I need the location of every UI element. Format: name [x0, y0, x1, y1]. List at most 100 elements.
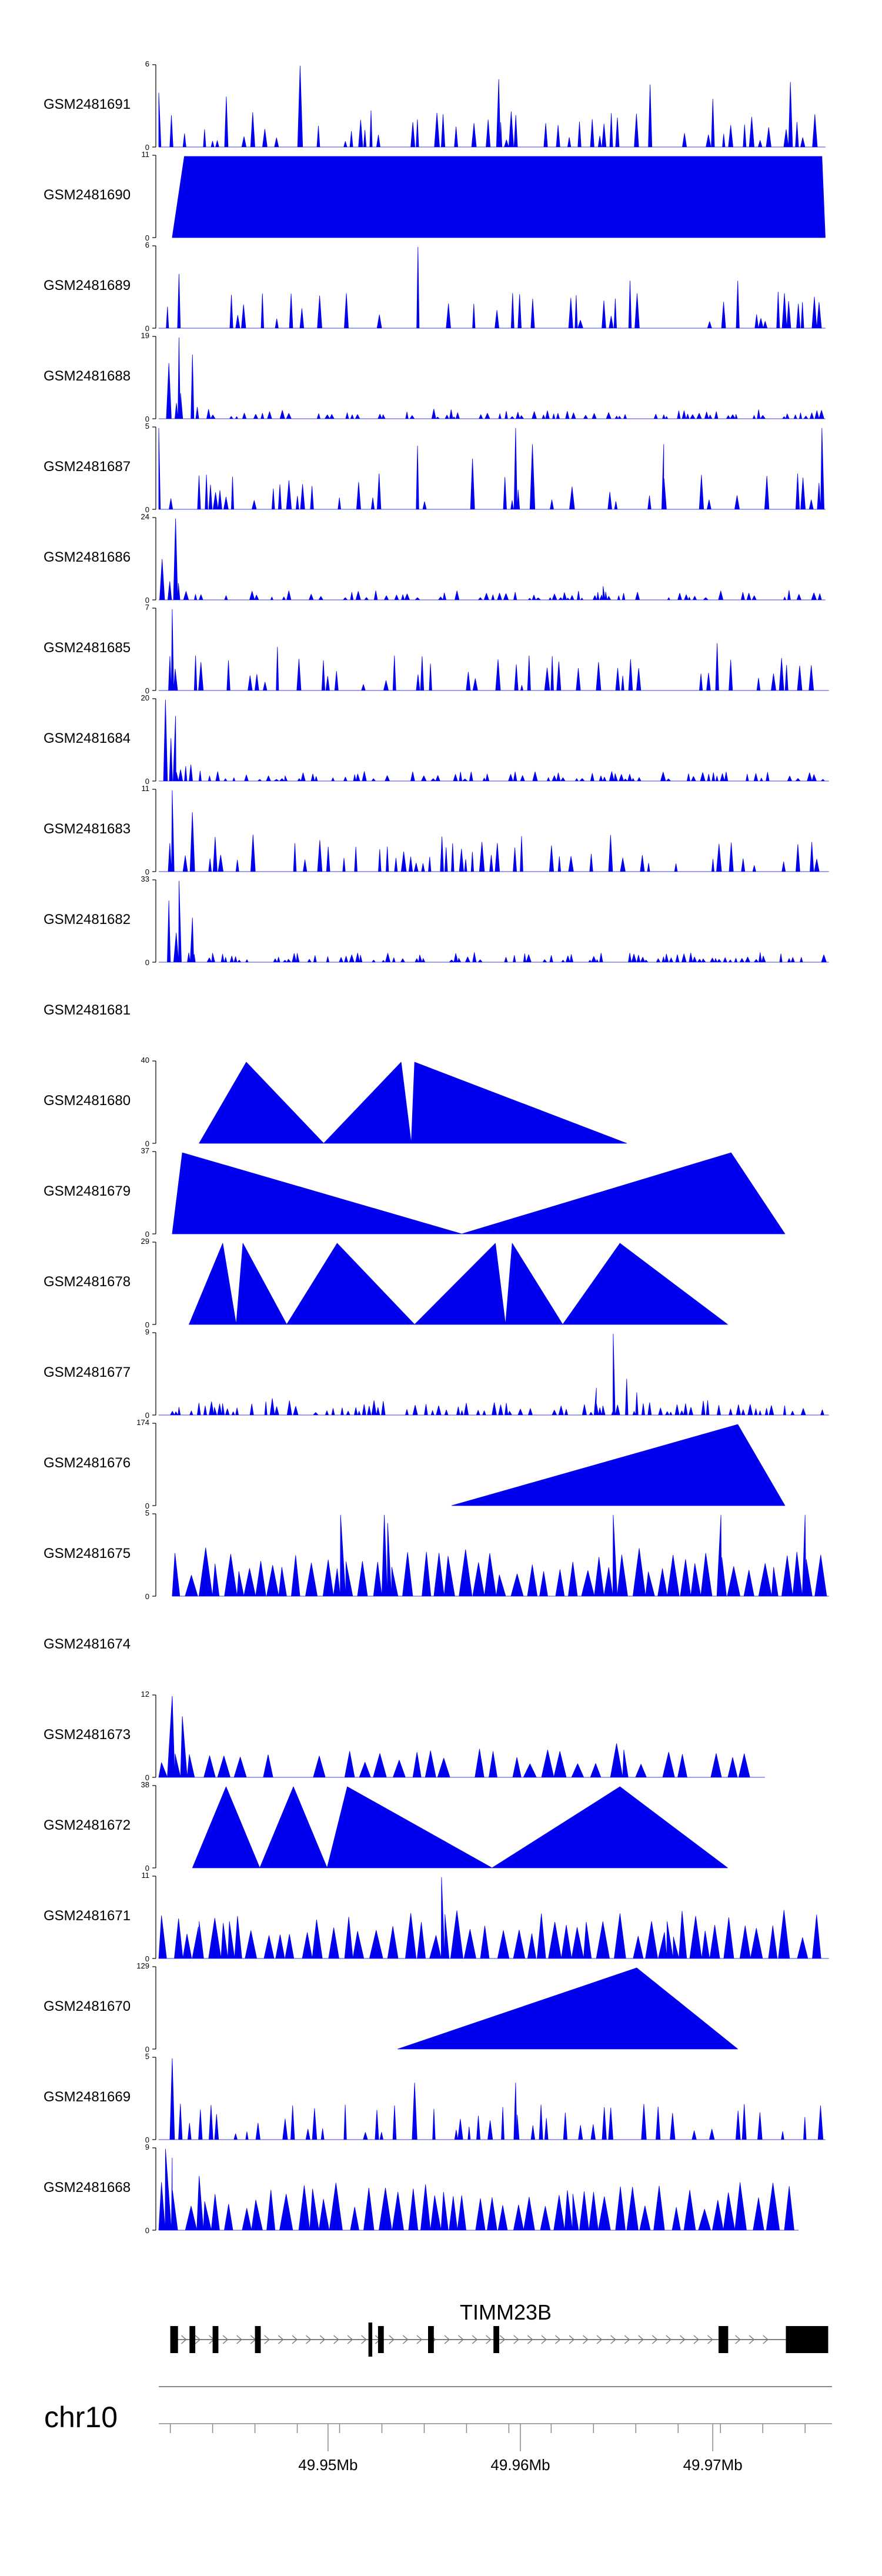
strand-arrow	[402, 2335, 409, 2344]
strand-arrow	[472, 2335, 478, 2344]
y-tick-label-max: 11	[142, 784, 150, 793]
track-GSM2481689: GSM2481689 6 0	[44, 241, 826, 333]
strand-arrow	[486, 2335, 492, 2344]
track-GSM2481669: GSM2481669 5 0	[44, 2052, 826, 2144]
strand-arrow	[333, 2335, 339, 2344]
coverage-area	[199, 1062, 627, 1144]
coverage-area	[172, 1514, 829, 1597]
track-GSM2481682: GSM2481682 33 0	[44, 875, 829, 967]
strand-arrow	[610, 2335, 616, 2344]
chromosome-label: chr10	[44, 2401, 118, 2434]
y-tick-label-max: 129	[136, 1961, 149, 1970]
strand-arrow	[555, 2335, 561, 2344]
track-GSM2481675: GSM2481675 5 0	[44, 1509, 829, 1601]
gene-exon	[428, 2326, 434, 2353]
track-label: GSM2481684	[44, 730, 131, 746]
strand-arrow	[181, 2335, 187, 2344]
y-tick-label-max: 9	[145, 1327, 149, 1336]
strand-arrow	[513, 2335, 519, 2344]
gene-exon	[493, 2326, 499, 2353]
track-GSM2481686: GSM2481686 24 0	[44, 512, 826, 605]
strand-arrow	[361, 2335, 367, 2344]
y-tick-label-zero: 0	[145, 324, 149, 333]
track-GSM2481681: GSM2481681	[44, 1002, 131, 1018]
coverage-area	[158, 609, 829, 691]
track-label: GSM2481691	[44, 96, 131, 112]
track-GSM2481688: GSM2481688 19 0	[44, 331, 826, 423]
track-label: GSM2481678	[44, 1274, 131, 1290]
track-GSM2481684: GSM2481684 20 0	[44, 693, 829, 786]
strand-arrow	[638, 2335, 644, 2344]
strand-arrow	[763, 2335, 769, 2344]
gene-exon	[786, 2326, 828, 2353]
y-tick-label-max: 40	[141, 1056, 149, 1065]
y-tick-label-max: 20	[141, 693, 149, 702]
track-label: GSM2481680	[44, 1093, 131, 1109]
coverage-area	[158, 337, 826, 419]
y-tick-label-zero: 0	[145, 2135, 149, 2144]
coverage-area	[158, 1877, 829, 1959]
y-tick-label-max: 7	[145, 603, 149, 612]
strand-arrow	[389, 2335, 395, 2344]
strand-arrow	[583, 2335, 589, 2344]
track-label: GSM2481685	[44, 640, 131, 656]
gene-exon	[170, 2326, 178, 2353]
y-tick-label-max: 12	[141, 1690, 149, 1699]
track-label: GSM2481686	[44, 549, 131, 565]
y-tick-label-zero: 0	[145, 777, 149, 786]
track-GSM2481674: GSM2481674	[44, 1636, 131, 1652]
strand-arrow	[347, 2335, 353, 2344]
track-label: GSM2481681	[44, 1002, 131, 1018]
track-label: GSM2481677	[44, 1364, 131, 1380]
track-GSM2481691: GSM2481691 6 0	[44, 59, 826, 152]
track-GSM2481673: GSM2481673 12 0	[44, 1690, 765, 1782]
y-tick-label-max: 33	[141, 875, 149, 883]
track-label: GSM2481679	[44, 1183, 131, 1199]
track-label: GSM2481675	[44, 1546, 131, 1561]
y-tick-label-max: 29	[141, 1237, 149, 1246]
genome-axis-track: chr10 49.95Mb 49.96Mb 49.97Mb	[44, 2386, 832, 2474]
y-tick-label-zero: 0	[145, 2045, 149, 2054]
y-tick-label-max: 38	[141, 1780, 149, 1789]
strand-arrow	[236, 2335, 242, 2344]
y-tick-label-zero: 0	[145, 1592, 149, 1601]
track-GSM2481670: GSM2481670 129 0	[44, 1961, 739, 2054]
track-label: GSM2481671	[44, 1908, 131, 1924]
y-tick-label-zero: 0	[145, 1139, 149, 1148]
y-tick-label-max: 6	[145, 241, 149, 249]
coverage-area	[158, 1696, 765, 1778]
y-tick-label-max: 19	[141, 331, 149, 340]
coverage-area	[158, 428, 826, 510]
genome-axis-tick-label: 49.97Mb	[683, 2456, 743, 2474]
strand-arrow	[416, 2335, 423, 2344]
y-tick-label-zero: 0	[145, 143, 149, 152]
coverage-area	[158, 880, 829, 963]
strand-arrow	[264, 2335, 270, 2344]
track-GSM2481679: GSM2481679 37 0	[44, 1146, 786, 1239]
track-GSM2481668: GSM2481668 9 0	[44, 2143, 799, 2235]
strand-arrow	[458, 2335, 464, 2344]
coverage-area	[158, 65, 826, 148]
y-tick-label-max: 5	[145, 1509, 149, 1517]
coverage-area	[192, 1786, 728, 1868]
strand-arrow	[596, 2335, 603, 2344]
y-tick-label-zero: 0	[145, 1864, 149, 1873]
track-GSM2481690: GSM2481690 11 0	[44, 150, 826, 242]
track-label: GSM2481688	[44, 368, 131, 384]
y-tick-label-zero: 0	[145, 1320, 149, 1329]
strand-arrow	[278, 2335, 284, 2344]
coverage-area	[158, 1333, 829, 1416]
y-tick-label-max: 9	[145, 2143, 149, 2151]
y-tick-label-max: 5	[145, 2052, 149, 2061]
track-GSM2481683: GSM2481683 11 0	[44, 784, 829, 876]
coverage-area	[158, 2148, 799, 2231]
track-label: GSM2481670	[44, 1998, 131, 2014]
track-GSM2481677: GSM2481677 9 0	[44, 1327, 829, 1420]
y-tick-label-max: 6	[145, 59, 149, 68]
strand-arrow	[527, 2335, 533, 2344]
track-GSM2481685: GSM2481685 7 0	[44, 603, 829, 695]
strand-arrow	[666, 2335, 671, 2344]
coverage-area	[172, 1152, 786, 1234]
y-tick-label-max: 174	[136, 1418, 149, 1427]
y-tick-label-zero: 0	[145, 958, 149, 967]
